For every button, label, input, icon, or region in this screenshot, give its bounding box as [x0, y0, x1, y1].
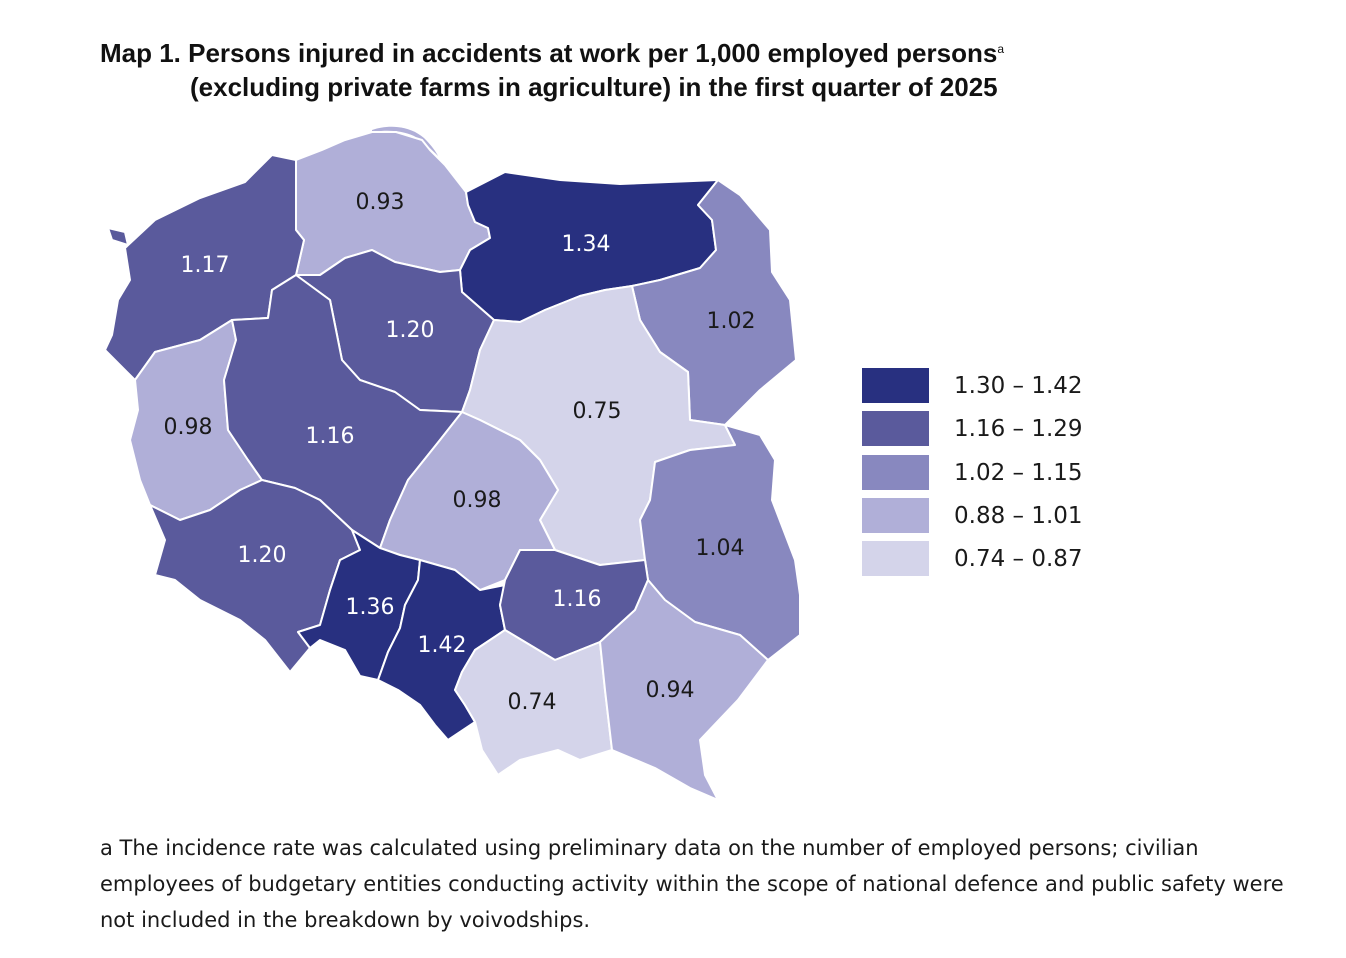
label-zachodniopomorskie: 1.17 — [181, 253, 230, 278]
legend-label: 1.02 – 1.15 — [954, 459, 1083, 486]
label-dolnoslaskie: 1.20 — [238, 543, 287, 568]
hel-peninsula — [372, 126, 438, 156]
map-title: Map 1. Persons injured in accidents at w… — [100, 36, 1200, 104]
legend-swatch — [862, 541, 929, 577]
legend-swatch — [862, 497, 929, 533]
title-footnote-marker: a — [997, 42, 1004, 56]
title-line-2: (excluding private farms in agriculture)… — [190, 72, 998, 102]
label-swietokrzyskie: 1.16 — [553, 587, 602, 612]
title-line-1: Map 1. Persons injured in accidents at w… — [100, 38, 998, 68]
choropleth-map: 0.93 1.34 1.17 1.20 1.02 0.98 1.16 0.75 … — [104, 126, 801, 801]
label-kujawsko-pomorskie: 1.20 — [386, 318, 435, 343]
label-malopolskie: 0.74 — [508, 690, 557, 715]
label-mazowieckie: 0.75 — [573, 399, 622, 424]
legend-swatch — [862, 368, 929, 403]
label-podlaskie: 1.02 — [707, 309, 756, 334]
legend-label: 1.16 – 1.29 — [954, 416, 1083, 443]
legend-swatch — [862, 411, 929, 447]
legend-label: 0.74 – 0.87 — [954, 546, 1083, 573]
label-lubelskie: 1.04 — [696, 536, 745, 561]
footnote: a The incidence rate was calculated usin… — [100, 836, 1284, 932]
label-opolskie: 1.36 — [346, 595, 395, 620]
label-slaskie: 1.42 — [418, 633, 467, 658]
region-podkarpackie[interactable] — [599, 579, 769, 801]
label-podkarpackie: 0.94 — [646, 678, 695, 703]
legend-label: 0.88 – 1.01 — [954, 502, 1083, 529]
label-pomorskie: 0.93 — [356, 190, 405, 215]
legend-label: 1.30 – 1.42 — [954, 373, 1083, 399]
label-lodzkie: 0.98 — [453, 488, 502, 513]
region-malopolskie[interactable] — [454, 629, 613, 776]
label-lubuskie: 0.98 — [164, 415, 213, 440]
label-wielkopolskie: 1.16 — [306, 424, 355, 449]
legend-swatch — [862, 454, 929, 490]
label-warminsko-mazurskie: 1.34 — [562, 232, 611, 257]
